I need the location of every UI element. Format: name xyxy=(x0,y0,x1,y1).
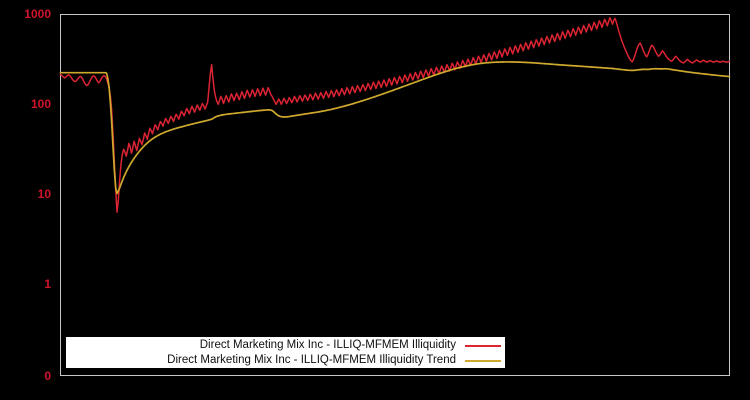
legend-line-swatch-illiquidity xyxy=(465,340,501,351)
y-axis-tick-100: 100 xyxy=(30,96,51,111)
y-axis-tick-1000: 1000 xyxy=(24,6,51,21)
y-axis-tick-10: 10 xyxy=(37,186,51,201)
series-line-illiquidity-trend xyxy=(59,61,731,195)
legend-label-illiquidity: Direct Marketing Mix Inc - ILLIQ-MFMEM I… xyxy=(199,338,456,351)
legend-entry-illiquidity: Direct Marketing Mix Inc - ILLIQ-MFMEM I… xyxy=(66,338,505,353)
y-axis-tick-0: 0 xyxy=(44,368,51,383)
series-layer xyxy=(59,16,731,213)
plot-frame xyxy=(60,14,730,376)
y-axis-tick-1: 1 xyxy=(44,276,51,291)
legend-entry-illiquidity-trend: Direct Marketing Mix Inc - ILLIQ-MFMEM I… xyxy=(66,353,505,368)
legend-line-swatch-illiquidity-trend xyxy=(465,355,501,366)
chart-legend: Direct Marketing Mix Inc - ILLIQ-MFMEM I… xyxy=(66,337,505,368)
legend-label-illiquidity-trend: Direct Marketing Mix Inc - ILLIQ-MFMEM I… xyxy=(167,353,456,366)
series-line-illiquidity xyxy=(59,16,731,213)
